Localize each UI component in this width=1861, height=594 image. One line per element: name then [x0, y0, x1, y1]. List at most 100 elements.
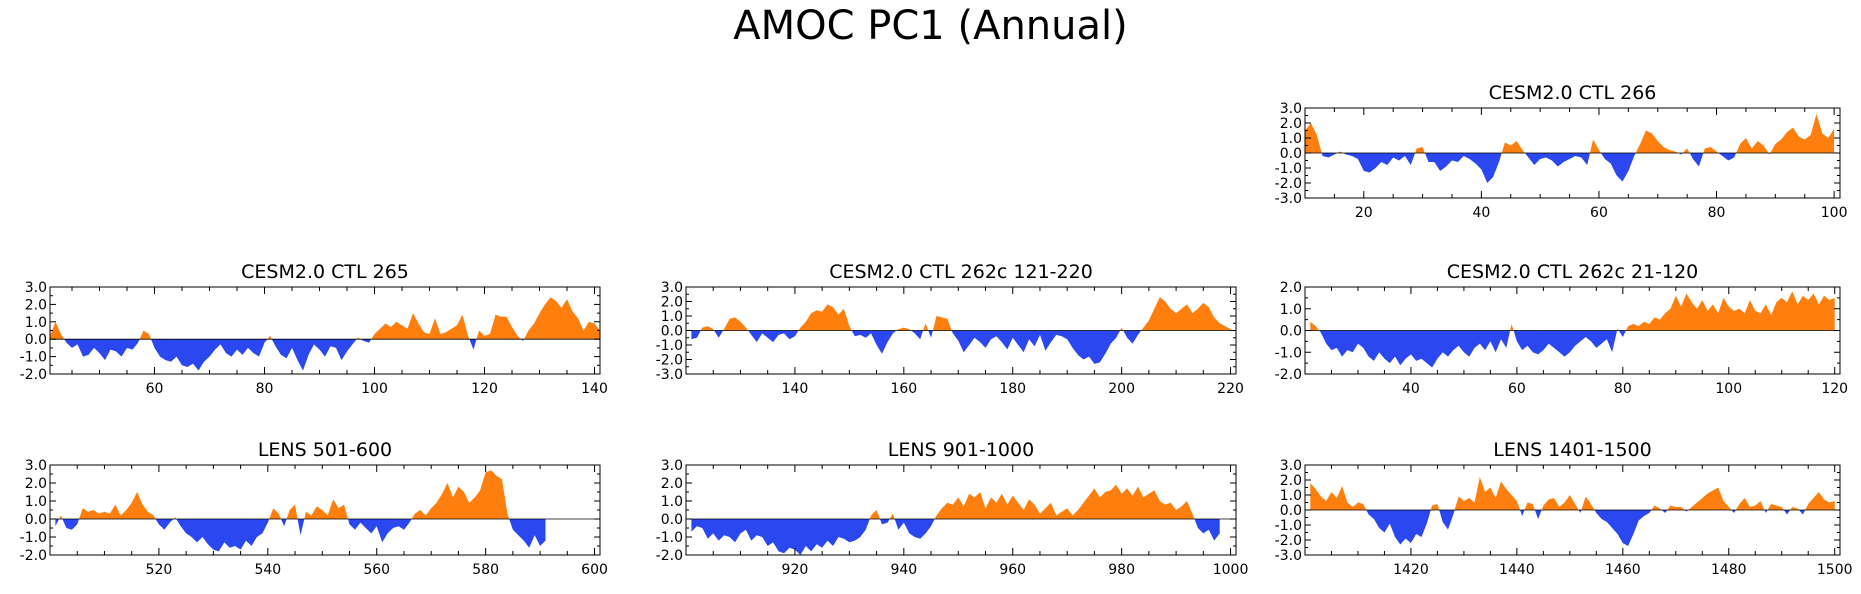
- y-tick-label: 0.0: [25, 512, 47, 528]
- y-tick-label: -1.0: [656, 338, 683, 354]
- y-tick-label: 2.0: [1280, 473, 1302, 489]
- x-tick-label: 1440: [1499, 562, 1535, 578]
- x-tick-label: 1480: [1711, 562, 1747, 578]
- y-tick-label: -2.0: [1275, 533, 1302, 549]
- y-tick-label: 3.0: [661, 280, 683, 296]
- x-tick-label: 600: [581, 562, 608, 578]
- panel-3: CESM2.0 CTL 262c 121-220 140 160 180 200 220 3…: [656, 261, 1244, 397]
- x-tick-label: 160: [890, 381, 917, 397]
- x-tick-label: 920: [782, 562, 809, 578]
- y-tick-label: -2.0: [656, 353, 683, 369]
- x-tick-label: 560: [363, 562, 390, 578]
- y-tick-label: 3.0: [25, 280, 47, 296]
- y-tick-label: 1.0: [25, 494, 47, 510]
- positive-area: [691, 297, 1231, 331]
- y-tick-label: 1.0: [661, 309, 683, 325]
- y-tick-label: 1.0: [25, 315, 47, 331]
- y-tick-label: -2.0: [20, 367, 47, 383]
- x-tick-label: 60: [1508, 381, 1526, 397]
- y-tick-label: -1.0: [1275, 161, 1302, 177]
- y-tick-label: 0.0: [1280, 503, 1302, 519]
- y-tick-label: 0.0: [25, 332, 47, 348]
- y-tick-label: 3.0: [1280, 458, 1302, 474]
- x-tick-label: 40: [1472, 205, 1490, 221]
- y-tick-label: 2.0: [661, 476, 683, 492]
- y-tick-label: 2.0: [1280, 280, 1302, 296]
- positive-area: [691, 484, 1220, 519]
- y-tick-label: 1.0: [1280, 488, 1302, 504]
- y-tick-label: 0.0: [1280, 146, 1302, 162]
- x-tick-label: 100: [361, 381, 388, 397]
- x-tick-label: 120: [471, 381, 498, 397]
- negative-area: [1305, 153, 1835, 183]
- y-tick-label: 2.0: [661, 295, 683, 311]
- panel-7: LENS 1401-1500 1420 1440 1460 1480 1500 3.02.0…: [1275, 439, 1853, 578]
- x-tick-label: 40: [1402, 381, 1420, 397]
- panel-4: CESM2.0 CTL 262c 21-120 40 60 80 100 120 2.0 1.…: [1275, 261, 1848, 397]
- x-tick-label: 940: [890, 562, 917, 578]
- x-tick-label: 520: [146, 562, 173, 578]
- x-tick-label: 80: [256, 381, 274, 397]
- x-tick-label: 60: [146, 381, 164, 397]
- positive-area: [55, 470, 546, 519]
- x-tick-label: 1420: [1393, 562, 1429, 578]
- x-tick-label: 1000: [1213, 562, 1249, 578]
- positive-area: [1305, 114, 1835, 153]
- negative-area: [1310, 330, 1835, 368]
- x-tick-label: 20: [1355, 205, 1373, 221]
- panel-title: CESM2.0 CTL 266: [1489, 82, 1657, 104]
- panel-title: CESM2.0 CTL 262c 121-220: [829, 261, 1093, 283]
- y-tick-label: -3.0: [656, 367, 683, 383]
- x-tick-label: 80: [1708, 205, 1726, 221]
- y-tick-label: -2.0: [1275, 367, 1302, 383]
- panel-1: CESM2.0 CTL 266 20 40 60 80 100 3.02.01.00.0-1…: [1275, 82, 1848, 221]
- plot-frame: [49, 286, 601, 375]
- y-tick-label: -2.0: [20, 548, 47, 564]
- x-tick-label: 540: [254, 562, 281, 578]
- positive-area: [1310, 477, 1835, 510]
- y-tick-label: 3.0: [25, 458, 47, 474]
- y-tick-label: 3.0: [661, 458, 683, 474]
- y-tick-label: -3.0: [1275, 548, 1302, 564]
- y-tick-label: -1.0: [1275, 518, 1302, 534]
- y-tick-label: -1.0: [656, 530, 683, 546]
- x-tick-label: 180: [999, 381, 1026, 397]
- x-tick-label: 140: [581, 381, 608, 397]
- x-tick-label: 1460: [1605, 562, 1641, 578]
- panel-2: CESM2.0 CTL 265 60 80 100 120 140 3.02.0 1.00.0…: [20, 261, 608, 397]
- positive-area: [50, 297, 600, 340]
- negative-area: [691, 330, 1231, 364]
- panel-title: CESM2.0 CTL 265: [241, 261, 409, 283]
- y-tick-label: 2.0: [25, 476, 47, 492]
- y-tick-label: -1.0: [1275, 345, 1302, 361]
- main-title: AMOC PC1 (Annual): [733, 3, 1128, 49]
- y-tick-label: 1.0: [1280, 131, 1302, 147]
- x-tick-label: 100: [1821, 205, 1848, 221]
- x-tick-label: 60: [1590, 205, 1608, 221]
- y-tick-label: 0.0: [661, 512, 683, 528]
- x-tick-label: 980: [1108, 562, 1135, 578]
- y-tick-label: -2.0: [656, 548, 683, 564]
- x-tick-label: 120: [1821, 381, 1848, 397]
- y-tick-label: 1.0: [661, 494, 683, 510]
- x-tick-label: 80: [1614, 381, 1632, 397]
- x-tick-label: 220: [1217, 381, 1244, 397]
- x-tick-label: 140: [782, 381, 809, 397]
- y-tick-label: 0.0: [1280, 324, 1302, 340]
- x-tick-label: 960: [999, 562, 1026, 578]
- positive-area: [1310, 291, 1835, 331]
- panel-6: LENS 901-1000 920 940 960 980 1000 3.0 2.0 1.0 0.…: [656, 439, 1249, 578]
- negative-area: [691, 519, 1220, 555]
- x-tick-label: 200: [1108, 381, 1135, 397]
- y-tick-label: -3.0: [1275, 191, 1302, 207]
- y-tick-label: -1.0: [20, 350, 47, 366]
- panel-5: LENS 501-600 520 540 560 580 600 3.0 2.0 1.0 0.0 -…: [20, 439, 608, 578]
- y-tick-label: 1.0: [1280, 302, 1302, 318]
- x-tick-label: 580: [472, 562, 499, 578]
- panel-title: CESM2.0 CTL 262c 21-120: [1447, 261, 1699, 283]
- y-tick-label: 2.0: [1280, 116, 1302, 132]
- x-tick-label: 100: [1715, 381, 1742, 397]
- panel-title: LENS 501-600: [258, 439, 392, 461]
- y-tick-label: 2.0: [25, 297, 47, 313]
